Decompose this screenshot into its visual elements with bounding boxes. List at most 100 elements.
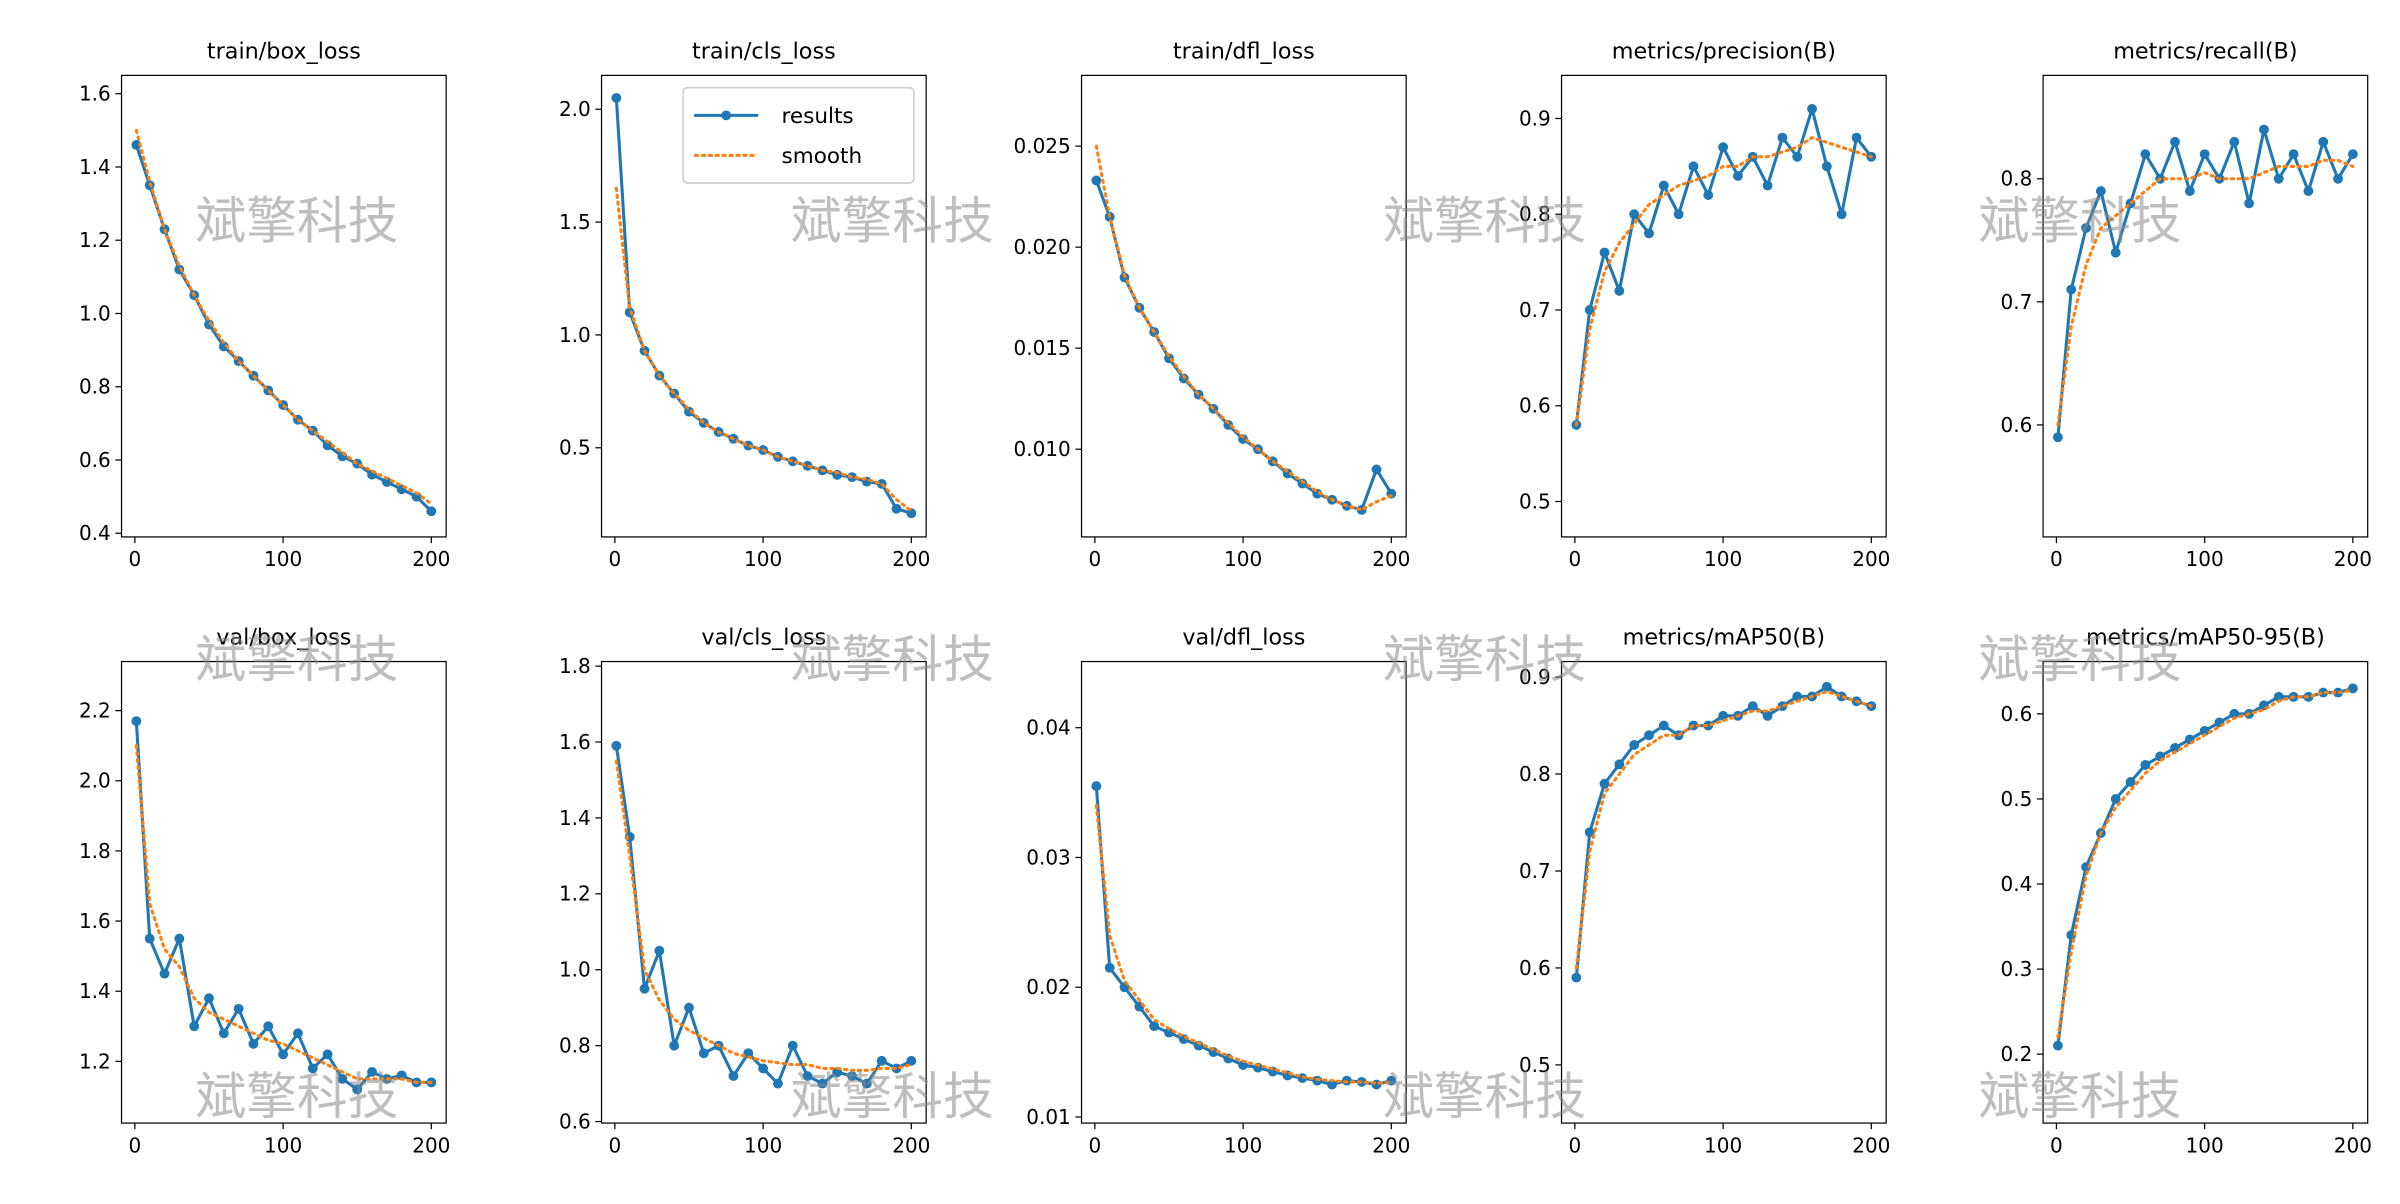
results-point xyxy=(2170,136,2180,147)
results-point xyxy=(159,968,170,979)
results-point xyxy=(2110,794,2121,804)
plot-area xyxy=(1571,681,1877,983)
x-tick-label: 100 xyxy=(1224,547,1262,571)
results-point xyxy=(684,406,694,417)
results-point xyxy=(684,1002,694,1013)
results-point xyxy=(293,1028,303,1039)
results-point xyxy=(1747,701,1758,712)
smooth-line xyxy=(1574,135,1873,427)
results-point xyxy=(2184,186,2195,196)
results-point xyxy=(773,1078,783,1089)
results-point xyxy=(2110,247,2121,258)
watermark: 斌擎科技 xyxy=(1383,1067,1586,1126)
results-line xyxy=(1094,785,1392,1087)
results-point xyxy=(2140,149,2151,160)
results-point xyxy=(669,1040,680,1051)
results-point xyxy=(233,1003,244,1014)
results-point xyxy=(1658,180,1669,191)
y-tick-label: 0.015 xyxy=(1014,336,1071,360)
results-point xyxy=(1584,305,1595,315)
x-tick-label: 0 xyxy=(129,1133,142,1157)
results-point xyxy=(131,716,142,727)
x-tick-label: 200 xyxy=(2334,1133,2372,1157)
x-tick-label: 0 xyxy=(609,1133,622,1157)
plot-frame xyxy=(2042,660,2369,1124)
watermark: 斌擎科技 xyxy=(791,1067,994,1126)
results-point xyxy=(322,440,333,451)
results-point xyxy=(1851,132,1862,143)
y-tick-label: 0.8 xyxy=(1519,202,1551,226)
results-point xyxy=(131,140,142,150)
watermark: 斌擎科技 xyxy=(791,191,994,250)
y-tick-label: 2.0 xyxy=(79,769,111,793)
results-point xyxy=(2052,432,2063,443)
results-point xyxy=(876,1055,887,1066)
results-point xyxy=(2125,776,2136,787)
y-tick-label: 1.8 xyxy=(79,839,111,863)
results-point xyxy=(1571,972,1582,983)
plot-area xyxy=(131,716,437,1095)
y-tick-label: 1.6 xyxy=(559,730,591,754)
results-point xyxy=(2140,759,2151,770)
panel-title: metrics/mAP50-95(B) xyxy=(2086,625,2325,651)
x-tick-label: 100 xyxy=(1224,1133,1262,1157)
results-point xyxy=(189,1021,200,1032)
smooth-line xyxy=(1094,804,1393,1085)
y-tick-label: 1.5 xyxy=(559,210,591,234)
results-point xyxy=(2229,136,2240,147)
results-point xyxy=(2229,708,2240,719)
y-tick-label: 0.01 xyxy=(1026,1105,1071,1129)
plot-area xyxy=(611,93,917,519)
x-tick-label: 0 xyxy=(129,547,142,571)
panel-title: train/box_loss xyxy=(207,38,361,64)
results-point xyxy=(861,1078,872,1089)
results-point xyxy=(337,1073,348,1084)
legend-box xyxy=(682,86,915,184)
results-line xyxy=(1574,103,1873,426)
plot-frame xyxy=(600,660,927,1124)
results-point xyxy=(204,993,214,1004)
x-tick-label: 200 xyxy=(1372,547,1410,571)
results-point xyxy=(1807,103,1817,114)
y-tick-label: 1.6 xyxy=(79,909,111,933)
results-point xyxy=(906,1055,917,1066)
y-tick-label: 1.2 xyxy=(79,1049,111,1073)
watermark: 斌擎科技 xyxy=(1978,630,2181,689)
panel-title: metrics/precision(B) xyxy=(1612,38,1836,64)
smooth-line xyxy=(2056,158,2355,427)
plot-frame xyxy=(120,74,447,538)
y-tick-label: 0.4 xyxy=(2000,872,2032,896)
results-point xyxy=(611,93,622,103)
results-point xyxy=(891,503,902,514)
y-tick-label: 0.5 xyxy=(559,436,591,460)
y-tick-label: 0.5 xyxy=(1519,1053,1551,1077)
y-tick-label: 0.03 xyxy=(1026,845,1071,869)
results-point xyxy=(1644,228,1654,239)
results-line xyxy=(1094,179,1393,512)
results-point xyxy=(381,477,392,487)
results-point xyxy=(1149,1021,1160,1032)
legend-label: results xyxy=(782,104,854,129)
results-point xyxy=(787,1040,798,1051)
results-point xyxy=(2273,173,2284,184)
results-point xyxy=(1091,175,1102,186)
y-tick-label: 0.7 xyxy=(1519,859,1551,883)
y-tick-label: 1.4 xyxy=(79,155,111,179)
plot-area xyxy=(611,740,917,1089)
results-point xyxy=(1762,710,1773,721)
plot-frame xyxy=(1560,74,1887,538)
results-line xyxy=(1574,684,1872,978)
panel-title: metrics/recall(B) xyxy=(2113,38,2297,64)
results-point xyxy=(1614,759,1625,770)
y-tick-label: 2.0 xyxy=(559,97,591,121)
results-point xyxy=(1703,720,1714,731)
results-point xyxy=(1614,285,1625,296)
results-point xyxy=(1688,161,1699,172)
y-tick-label: 1.2 xyxy=(79,228,111,252)
x-tick-label: 0 xyxy=(609,547,622,571)
watermark: 斌擎科技 xyxy=(1978,191,2181,250)
x-tick-label: 100 xyxy=(264,1133,302,1157)
y-tick-label: 0.020 xyxy=(1014,235,1071,259)
results-point xyxy=(817,1078,828,1089)
results-point xyxy=(847,1071,857,1081)
